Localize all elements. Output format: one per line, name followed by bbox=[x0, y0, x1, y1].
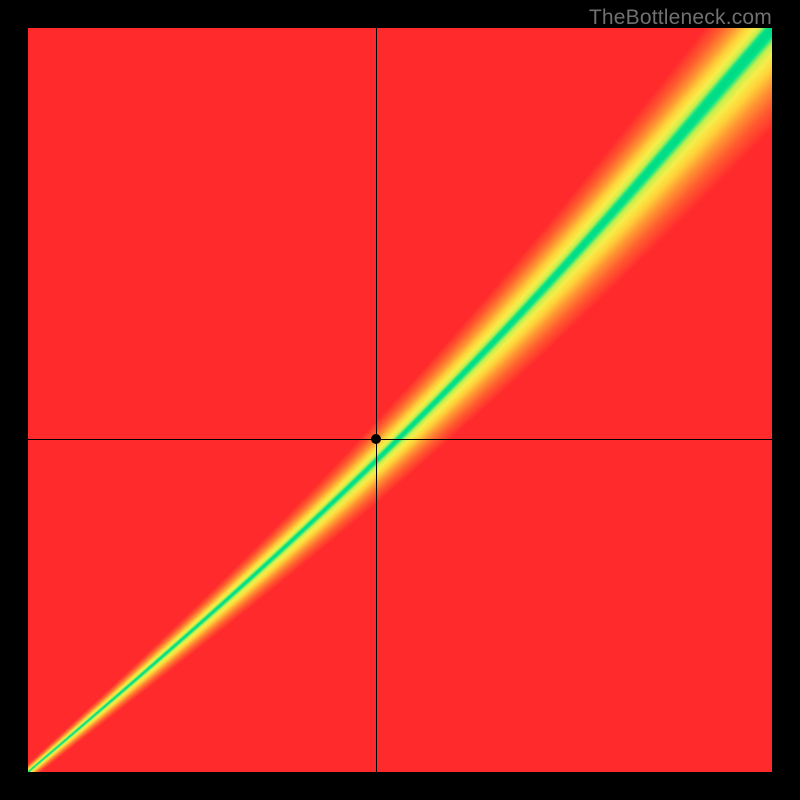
chart-outer: TheBottleneck.com bbox=[0, 0, 800, 800]
heatmap-canvas bbox=[28, 28, 772, 772]
crosshair-vertical bbox=[376, 28, 377, 772]
plot-area bbox=[28, 28, 772, 772]
crosshair-marker bbox=[371, 434, 381, 444]
crosshair-horizontal bbox=[28, 439, 772, 440]
attribution-text: TheBottleneck.com bbox=[589, 6, 772, 30]
